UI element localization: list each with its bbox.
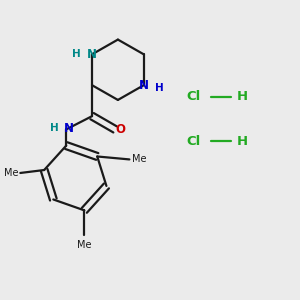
Text: H: H [72,49,81,59]
Text: H: H [236,91,247,103]
Text: N: N [139,79,149,92]
Text: Me: Me [132,154,146,164]
Text: N: N [87,48,97,61]
Text: Cl: Cl [187,135,201,148]
Text: H: H [155,83,164,93]
Text: H: H [236,135,247,148]
Text: Me: Me [4,168,19,178]
Text: O: O [116,123,126,136]
Text: H: H [50,123,59,133]
Text: Cl: Cl [187,91,201,103]
Text: N: N [64,122,74,135]
Text: Me: Me [77,240,92,250]
